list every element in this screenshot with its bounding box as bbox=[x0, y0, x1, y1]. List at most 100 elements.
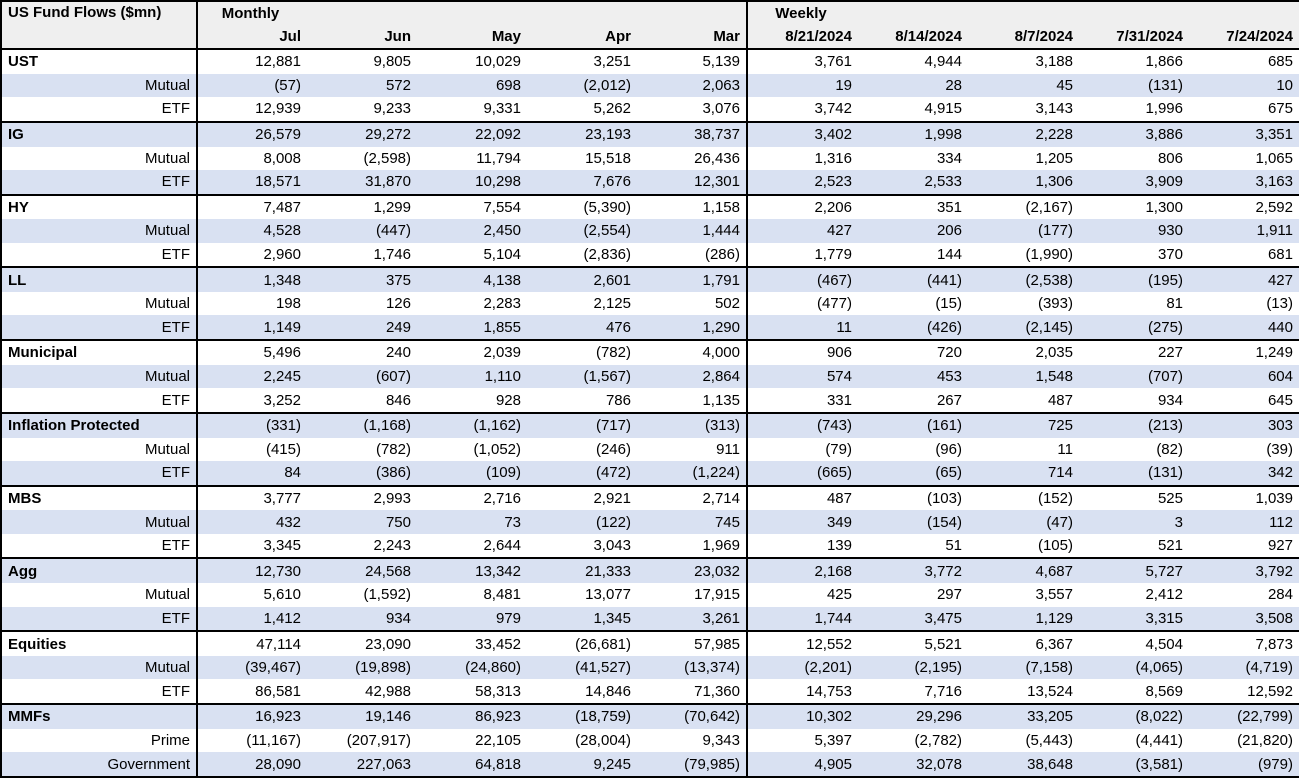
row-label: ETF bbox=[1, 97, 198, 122]
weekly-value: (131) bbox=[1079, 73, 1189, 98]
weekly-value: 4,905 bbox=[746, 752, 858, 777]
weekly-value: 3,402 bbox=[746, 120, 858, 147]
monthly-value: 979 bbox=[417, 606, 527, 632]
monthly-value: (447) bbox=[307, 219, 417, 243]
weekly-value: 2,412 bbox=[1145, 586, 1183, 604]
weekly-value: (665) bbox=[746, 460, 858, 486]
weekly-value: (4,441) bbox=[1135, 731, 1183, 749]
row-label: Mutual bbox=[1, 73, 198, 98]
row-label: ETF bbox=[1, 315, 198, 341]
category-total-row-municipal: Municipal 5,496 240 2,039 (782) 4,000 906 720 2,… bbox=[1, 339, 1299, 365]
weekly-value: 1,249 bbox=[1189, 339, 1299, 365]
weekly-value: 1,316 bbox=[746, 146, 858, 170]
category-label: Equities bbox=[1, 630, 198, 656]
monthly-value: (24,860) bbox=[417, 655, 527, 680]
monthly-value: 1,969 bbox=[702, 537, 740, 555]
monthly-value: 4,138 bbox=[417, 266, 527, 293]
weekly-value: (2,782) bbox=[914, 731, 962, 749]
monthly-value: 8,481 bbox=[483, 586, 521, 604]
weekly-value: 3,557 bbox=[1035, 586, 1073, 604]
monthly-value: (19,898) bbox=[307, 655, 417, 680]
weekly-value: (979) bbox=[1189, 752, 1299, 777]
header-spacer bbox=[1079, 1, 1189, 25]
monthly-value: 22,092 bbox=[417, 120, 527, 147]
weekly-value: 681 bbox=[1267, 245, 1293, 263]
monthly-value: 86,581 bbox=[255, 682, 301, 700]
monthly-value: 8,008 bbox=[263, 149, 301, 167]
monthly-value: 57,985 bbox=[637, 630, 747, 656]
weekly-value: (8,022) bbox=[1079, 703, 1189, 729]
weekly-value: 3,143 bbox=[1035, 100, 1073, 118]
weekly-value: 3,508 bbox=[1189, 606, 1299, 632]
monthly-value: 3,043 bbox=[593, 537, 631, 555]
row-label: Prime bbox=[1, 728, 198, 753]
weekly-value: 29,296 bbox=[858, 703, 968, 729]
weekly-value: 38,648 bbox=[968, 752, 1079, 777]
category-total-row-equities: Equities 47,114 23,090 33,452 (26,681) 57,985… bbox=[1, 630, 1299, 656]
weekly-value: (2,195) bbox=[858, 655, 968, 680]
monthly-value: 2,921 bbox=[527, 484, 637, 511]
weekly-value: 14,753 bbox=[746, 679, 858, 705]
row-label: ETF bbox=[1, 533, 198, 559]
weekly-value: (477) bbox=[746, 292, 858, 316]
category-total-row-hy: HY 7,487 1,299 7,554 (5,390) 1,158 2,206 351 (2,… bbox=[1, 193, 1299, 220]
weekly-value: 2,035 bbox=[968, 339, 1079, 365]
weekly-value: (3,581) bbox=[1079, 752, 1189, 777]
weekly-value: (15) bbox=[935, 295, 962, 313]
monthly-value: 9,331 bbox=[483, 100, 521, 118]
sub-row-mbs-mutual: Mutual 432 750 73 (122) 745 349 (154) (47) 3 112 bbox=[1, 510, 1299, 534]
weekly-value: 440 bbox=[1189, 315, 1299, 341]
category-total-row-agg: Agg 12,730 24,568 13,342 21,333 23,032 2,168 3,… bbox=[1, 557, 1299, 584]
monthly-value: (13,374) bbox=[637, 655, 747, 680]
weekly-value: (707) bbox=[1079, 364, 1189, 389]
monthly-value: (122) bbox=[527, 510, 637, 534]
header-spacer bbox=[1189, 1, 1299, 25]
weekly-value: (161) bbox=[858, 411, 968, 438]
monthly-value: (246) bbox=[595, 440, 631, 458]
weekly-value: (2,201) bbox=[746, 655, 858, 680]
monthly-value: 934 bbox=[307, 606, 417, 632]
monthly-value: 26,436 bbox=[694, 149, 740, 167]
monthly-value: 18,571 bbox=[197, 169, 307, 195]
monthly-value: 2,125 bbox=[593, 295, 631, 313]
weekly-value: 11 bbox=[746, 315, 858, 341]
sub-row-ig-etf: ETF 18,571 31,870 10,298 7,676 12,301 2,523 2,5… bbox=[1, 169, 1299, 195]
monthly-value: 2,864 bbox=[637, 364, 747, 389]
monthly-value: 1,746 bbox=[373, 245, 411, 263]
monthly-value: 5,104 bbox=[483, 245, 521, 263]
weekly-value: 2,592 bbox=[1189, 193, 1299, 220]
weekly-value: 487 bbox=[746, 484, 858, 511]
category-label: MBS bbox=[1, 484, 198, 511]
weekly-value: 720 bbox=[858, 339, 968, 365]
weekly-value: (22,799) bbox=[1189, 703, 1299, 729]
category-total-row-ig: IG 26,579 29,272 22,092 23,193 38,737 3,402 1,9… bbox=[1, 120, 1299, 147]
monthly-value: 1,299 bbox=[307, 193, 417, 220]
weekly-value: 297 bbox=[936, 586, 962, 604]
monthly-value: 4,528 bbox=[197, 219, 307, 243]
monthly-value: (2,836) bbox=[583, 245, 631, 263]
monthly-value: 2,993 bbox=[307, 484, 417, 511]
weekly-value: (5,443) bbox=[1025, 731, 1073, 749]
weekly-value: 2,168 bbox=[746, 557, 858, 584]
weekly-value: 5,397 bbox=[746, 728, 858, 753]
weekly-value: (131) bbox=[1079, 460, 1189, 486]
weekly-value: 1,065 bbox=[1255, 149, 1293, 167]
monthly-value: 126 bbox=[385, 295, 411, 313]
row-label: ETF bbox=[1, 606, 198, 632]
sub-row-municipal-etf: ETF 3,252 846 928 786 1,135 331 267 487 934 645 bbox=[1, 388, 1299, 413]
weekly-value: 1,300 bbox=[1079, 193, 1189, 220]
monthly-value: 240 bbox=[307, 339, 417, 365]
monthly-value: 911 bbox=[716, 440, 740, 458]
monthly-value: (1,567) bbox=[527, 364, 637, 389]
weekly-value: (467) bbox=[746, 266, 858, 293]
monthly-value: (11,167) bbox=[246, 731, 301, 749]
sub-row-mmfs-government: Government 28,090 227,063 64,818 9,245 (79,98… bbox=[1, 752, 1299, 777]
weekly-value: (47) bbox=[968, 510, 1079, 534]
category-total-row-inflation-protected: Inflation Protected (331) (1,168) (1,162) (7… bbox=[1, 411, 1299, 438]
monthly-value: (5,390) bbox=[527, 193, 637, 220]
column-header-month: Apr bbox=[527, 25, 637, 49]
weekly-value: 8,569 bbox=[1145, 682, 1183, 700]
weekly-value: 206 bbox=[858, 219, 968, 243]
monthly-value: 7,487 bbox=[197, 193, 307, 220]
